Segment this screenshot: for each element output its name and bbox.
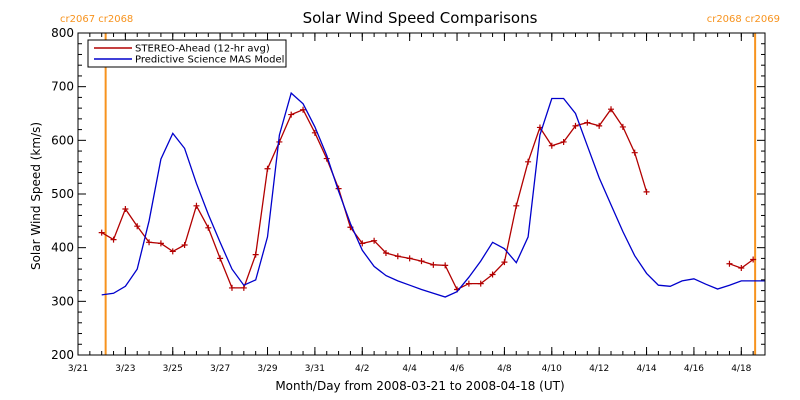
data-point	[110, 236, 117, 243]
data-point	[169, 248, 176, 255]
y-tick-label: 400	[51, 241, 74, 255]
x-tick-label: 3/29	[257, 364, 277, 374]
data-point	[157, 240, 164, 247]
data-point	[560, 138, 567, 145]
data-point	[548, 142, 555, 149]
y-tick-label: 300	[51, 294, 74, 308]
data-point	[146, 239, 153, 246]
x-tick-label: 3/27	[210, 364, 230, 374]
data-point	[513, 202, 520, 209]
data-point	[288, 111, 295, 118]
y-tick-label: 600	[51, 133, 74, 147]
cr-boundary-label: cr2068 cr2069	[707, 14, 780, 25]
y-tick-label: 800	[51, 26, 74, 40]
data-point	[596, 122, 603, 129]
data-point	[477, 280, 484, 287]
data-point	[181, 241, 188, 248]
data-point	[525, 158, 532, 165]
plot-frame	[77, 32, 766, 356]
data-point	[430, 261, 437, 268]
data-point	[193, 202, 200, 209]
data-point	[359, 240, 366, 247]
x-tick-label: 4/14	[636, 364, 656, 374]
y-axis-label: Solar Wind Speed (km/s)	[29, 122, 43, 270]
data-point	[584, 119, 591, 126]
x-tick-label: 4/10	[542, 364, 562, 374]
x-tick-label: 4/6	[450, 364, 465, 374]
legend-entry: Predictive Science MAS Model	[135, 55, 284, 66]
data-point	[489, 271, 496, 278]
data-point	[750, 256, 757, 263]
x-tick-label: 3/31	[305, 364, 325, 374]
data-point	[252, 251, 259, 258]
data-point	[726, 260, 733, 267]
data-point	[122, 206, 129, 213]
chart-title: Solar Wind Speed Comparisons	[303, 9, 538, 27]
y-tick-label: 700	[51, 80, 74, 94]
data-point	[371, 237, 378, 244]
data-point	[572, 122, 579, 129]
data-point	[134, 223, 141, 230]
data-point	[501, 259, 508, 266]
x-tick-label: 4/8	[497, 364, 512, 374]
data-point	[264, 165, 271, 172]
series-line	[101, 91, 765, 298]
legend-entry: STEREO-Ahead (12-hr avg)	[135, 44, 270, 55]
data-point	[442, 262, 449, 269]
data-point	[643, 188, 650, 195]
x-tick-label: 3/23	[115, 364, 135, 374]
data-point	[300, 106, 307, 113]
y-tick-label: 200	[51, 348, 74, 362]
x-tick-label: 4/4	[402, 364, 417, 374]
data-point	[217, 255, 224, 262]
legend-box	[87, 39, 287, 68]
data-point	[240, 284, 247, 291]
legend: STEREO-Ahead (12-hr avg)Predictive Scien…	[87, 39, 287, 68]
data-point	[465, 280, 472, 287]
x-tick-label: 3/25	[163, 364, 183, 374]
data-point	[619, 123, 626, 130]
x-axis-label: Month/Day from 2008-03-21 to 2008-04-18 …	[275, 379, 564, 393]
data-point	[608, 106, 615, 113]
y-tick-label: 500	[51, 187, 74, 201]
x-tick-label: 3/21	[68, 364, 88, 374]
x-tick-label: 4/2	[355, 364, 369, 374]
series-line	[101, 108, 648, 291]
data-point	[631, 149, 638, 156]
series-0	[98, 106, 757, 293]
data-point	[98, 229, 105, 236]
x-tick-label: 4/18	[731, 364, 751, 374]
cr-boundary-label: cr2067 cr2068	[60, 14, 133, 25]
x-tick-label: 4/16	[684, 364, 704, 374]
data-point	[406, 255, 413, 262]
series-1	[101, 91, 765, 298]
data-point	[228, 284, 235, 291]
x-tick-label: 4/12	[589, 364, 609, 374]
data-point	[205, 224, 212, 231]
data-point	[382, 250, 389, 257]
data-point	[394, 253, 401, 260]
data-point	[738, 265, 745, 272]
data-point	[418, 258, 425, 265]
